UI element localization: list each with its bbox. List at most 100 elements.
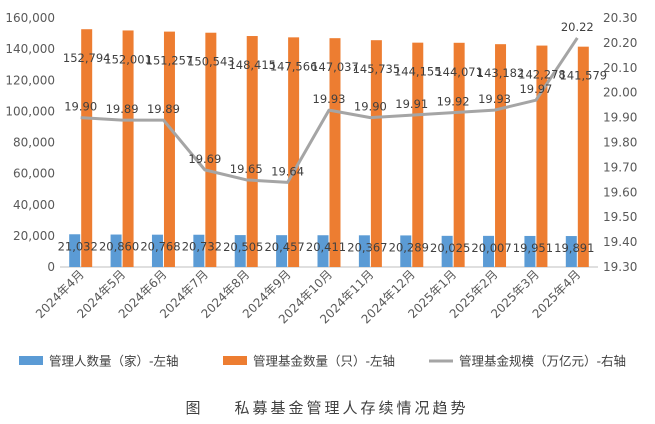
right-axis-tick-label: 19.90	[603, 111, 637, 125]
legend-label: 管理人数量（家）-左轴	[49, 354, 179, 369]
legend-swatch	[19, 356, 43, 365]
bar-manager-count	[69, 234, 81, 267]
data-label-fund-count: 147,037	[311, 60, 359, 74]
legend-swatch	[223, 356, 247, 365]
bar-manager-count	[193, 234, 205, 267]
data-label-manager-count: 20,411	[306, 240, 346, 254]
figure-caption: 图 私募基金管理人存续情况趋势	[185, 399, 468, 417]
data-label-fund-scale: 19.97	[519, 82, 552, 96]
data-label-fund-count: 147,566	[270, 59, 318, 73]
data-label-manager-count: 20,505	[223, 240, 263, 254]
bar-manager-count	[234, 235, 246, 267]
line-layer	[80, 37, 579, 184]
data-label-manager-count: 20,732	[182, 240, 222, 254]
left-axis-tick-label: 20,000	[13, 229, 55, 243]
data-label-fund-scale: 19.89	[106, 102, 139, 116]
data-label-fund-scale: 19.64	[271, 164, 304, 178]
data-label-fund-count: 144,071	[435, 65, 483, 79]
right-axis-tick-label: 19.60	[603, 185, 637, 199]
data-label-manager-count: 20,007	[471, 241, 511, 255]
bar-fund-count	[205, 32, 217, 268]
legend-label: 管理基金规模（万亿元）-右轴	[459, 354, 626, 369]
data-label-fund-scale: 19.90	[354, 100, 387, 114]
data-label-fund-count: 141,579	[560, 69, 608, 83]
data-label-manager-count: 20,457	[264, 240, 304, 254]
data-label-fund-scale: 19.89	[147, 102, 180, 116]
bar-manager-count	[524, 235, 536, 267]
left-axis-tick-label: 160,000	[5, 11, 55, 25]
right-axis-tick-label: 20.00	[603, 86, 637, 100]
bar-manager-count	[483, 235, 495, 267]
right-axis-tick-label: 19.80	[603, 136, 637, 150]
left-axis-tick-label: 0	[47, 260, 55, 274]
data-label-fund-scale: 20.22	[561, 20, 594, 34]
bar-manager-count	[400, 235, 412, 267]
right-axis-tick-label: 20.10	[603, 61, 637, 75]
bar-manager-count	[151, 234, 163, 267]
left-axis-tick-label: 60,000	[13, 167, 55, 181]
bar-manager-count	[565, 236, 577, 267]
left-axis-tick-label: 100,000	[5, 104, 55, 118]
data-label-fund-scale: 19.65	[230, 162, 263, 176]
data-label-fund-count: 151,257	[146, 54, 194, 68]
data-label-fund-count: 144,155	[394, 65, 442, 79]
data-label-fund-count: 143,182	[477, 66, 525, 80]
legend-item: 管理基金规模（万亿元）-右轴	[429, 354, 626, 369]
bar-manager-count	[110, 234, 122, 267]
data-label-manager-count: 20,768	[140, 240, 180, 254]
bar-fund-count	[288, 37, 300, 267]
right-axis-tick-label: 20.30	[603, 11, 637, 25]
data-label-manager-count: 21,032	[58, 239, 98, 253]
data-label-fund-scale: 19.90	[64, 100, 97, 114]
legend: 管理人数量（家）-左轴 管理基金数量（只）-左轴 管理基金规模（万亿元）-右轴	[19, 354, 626, 369]
data-label-fund-scale: 19.92	[437, 95, 470, 109]
bar-fund-count	[81, 29, 93, 267]
data-label-manager-count: 19,951	[513, 241, 553, 255]
data-label-fund-scale: 19.93	[478, 92, 511, 106]
bar-fund-count	[577, 46, 589, 268]
bar-fund-count	[536, 45, 548, 267]
data-label-manager-count: 20,289	[389, 240, 429, 254]
right-axis-tick-label: 19.40	[603, 235, 637, 249]
bar-fund-count	[370, 40, 382, 267]
right-axis-tick-label: 19.50	[603, 210, 637, 224]
bars	[69, 29, 589, 268]
data-label-fund-scale: 19.93	[313, 92, 346, 106]
axes: 0 20,000 40,000 60,000 80,000 100,000 120,000 1…	[5, 11, 637, 274]
left-axis-tick-label: 80,000	[13, 136, 55, 150]
left-axis-tick-label: 120,000	[5, 73, 55, 87]
data-label-fund-count: 142,278	[518, 68, 566, 82]
left-axis-tick-label: 40,000	[13, 198, 55, 212]
data-label-fund-count: 150,543	[187, 55, 235, 69]
data-label-manager-count: 20,860	[99, 240, 139, 254]
data-labels: 21,032 152,794 19.90 20,860 152,001 19.89 20,7…	[58, 20, 608, 255]
right-axis-tick-label: 19.30	[603, 260, 637, 274]
line-fund-scale	[80, 37, 579, 184]
bar-fund-count	[412, 42, 424, 267]
legend-label: 管理基金数量（只）-左轴	[253, 354, 395, 369]
data-label-manager-count: 20,025	[430, 241, 470, 255]
data-label-manager-count: 20,367	[347, 240, 387, 254]
bar-fund-count	[329, 38, 341, 267]
bar-fund-count	[246, 36, 258, 267]
bar-fund-count	[163, 31, 175, 268]
data-label-fund-count: 152,001	[104, 52, 152, 66]
left-axis-tick-label: 140,000	[5, 42, 55, 56]
bar-manager-count	[317, 235, 329, 267]
bar-manager-count	[441, 235, 453, 267]
data-label-fund-count: 145,735	[353, 62, 401, 76]
bar-fund-count	[453, 42, 465, 267]
bar-fund-count	[122, 30, 134, 268]
bar-manager-count	[358, 235, 370, 267]
legend-item: 管理基金数量（只）-左轴	[223, 354, 395, 369]
data-label-fund-count: 152,794	[63, 51, 111, 65]
legend-item: 管理人数量（家）-左轴	[19, 354, 179, 369]
right-axis-tick-label: 19.70	[603, 160, 637, 174]
bar-manager-count	[276, 235, 288, 267]
data-label-fund-scale: 19.69	[188, 152, 221, 166]
data-label-fund-count: 148,415	[228, 58, 276, 72]
data-label-fund-scale: 19.91	[395, 97, 428, 111]
data-label-manager-count: 19,891	[554, 241, 594, 255]
right-axis-tick-label: 20.20	[603, 36, 637, 50]
